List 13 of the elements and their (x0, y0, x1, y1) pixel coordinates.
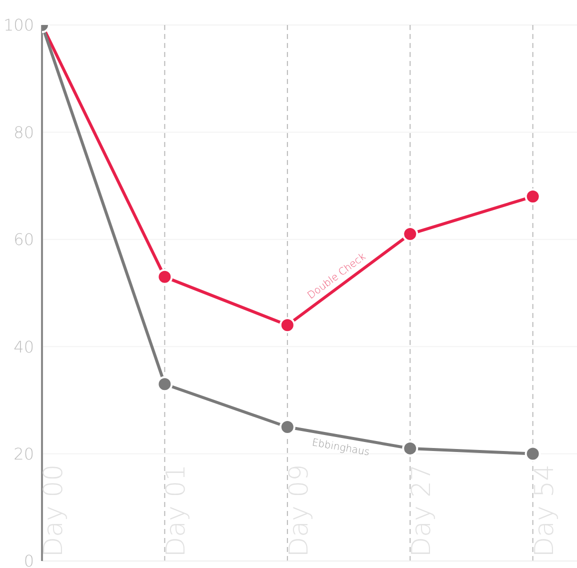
point (402, 226, 418, 242)
y-tick-label: 0 (24, 552, 34, 568)
y-tick-label: 20 (14, 444, 34, 464)
point (156, 268, 173, 285)
y-tick-label: 100 (3, 16, 34, 35)
point (279, 419, 296, 435)
point (524, 446, 541, 462)
point (279, 317, 296, 334)
point (402, 440, 418, 456)
y-tick-label: 40 (14, 337, 34, 356)
y-tick-label: 60 (14, 230, 34, 250)
point (156, 376, 173, 392)
y-tick-label: 80 (14, 122, 34, 142)
